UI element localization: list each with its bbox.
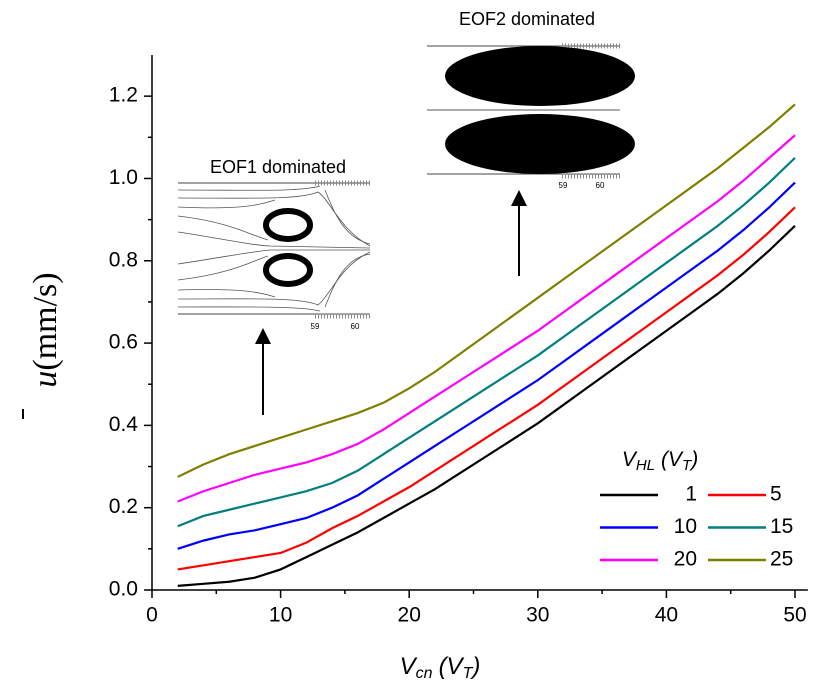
y-tick-label: 0.8 <box>109 248 138 271</box>
x-tick-label: 10 <box>269 604 292 627</box>
series-line <box>177 206 796 571</box>
series-line <box>177 224 796 587</box>
y-axis-label: u(mm/s) <box>22 272 64 419</box>
legend-label: 20 <box>674 548 697 571</box>
x-tick-label: 30 <box>526 604 549 627</box>
inset-tick-label: 59 <box>311 322 320 331</box>
y-axis-label-text: u(mm/s) <box>27 272 64 387</box>
series-line <box>177 134 796 503</box>
legend-label: 25 <box>770 548 793 571</box>
x-tick-label: 40 <box>655 604 678 627</box>
series-line <box>177 181 796 550</box>
inset-tick-label: 59 <box>559 181 568 190</box>
x-tick-label: 0 <box>146 604 158 627</box>
inset-eof2 <box>427 43 635 179</box>
inset-tick-label: 60 <box>596 181 605 190</box>
legend-label: 15 <box>770 515 793 538</box>
legend-label: 5 <box>770 483 782 506</box>
legend-label: 1 <box>685 483 697 506</box>
y-tick-label: 0.6 <box>109 331 138 354</box>
y-tick-label: 0.4 <box>109 413 139 436</box>
series-line <box>177 103 796 478</box>
y-tick-label: 1.2 <box>109 84 138 107</box>
x-tick-label: 50 <box>783 604 806 627</box>
annotation: EOF2 dominated <box>459 9 595 29</box>
legend-label: 10 <box>674 515 697 538</box>
y-tick-label: 0.0 <box>109 578 138 601</box>
inset-tick-label: 60 <box>351 322 360 331</box>
series-line <box>177 157 796 528</box>
y-tick-label: 1.0 <box>109 166 138 189</box>
legend-title: VHL (VT) <box>622 448 698 474</box>
x-axis-label: Vcn (VT) <box>400 653 481 682</box>
annotation: EOF1 dominated <box>210 157 346 177</box>
inset-eof1 <box>177 180 371 319</box>
y-tick-label: 0.2 <box>109 495 138 518</box>
x-tick-label: 20 <box>398 604 421 627</box>
